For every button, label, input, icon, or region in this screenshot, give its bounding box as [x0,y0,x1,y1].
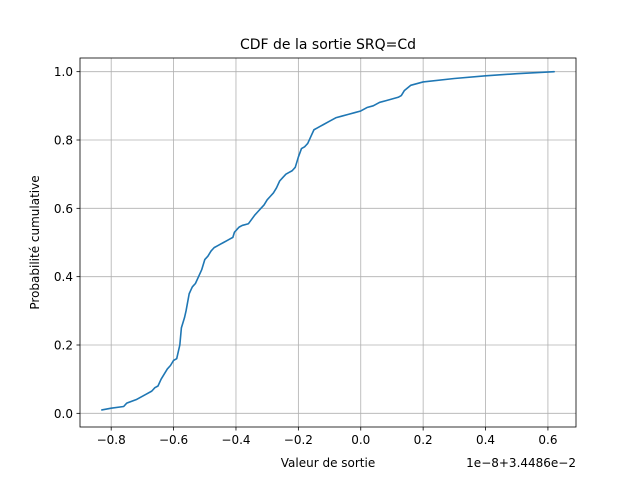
x-tick-label: 0.4 [476,433,495,447]
y-axis-label: Probabilité cumulative [28,175,42,309]
y-tick-label: 0.6 [54,202,73,216]
y-tick-label: 0.0 [54,407,73,421]
x-tick-label: −0.8 [97,433,126,447]
y-tick-label: 0.8 [54,134,73,148]
series-layer [101,70,555,411]
x-tick-label: −0.6 [159,433,188,447]
y-tick-label: 0.2 [54,339,73,353]
plot-frame [79,57,577,428]
x-tick-label: 0.0 [351,433,370,447]
x-tick-label: 0.2 [414,433,433,447]
x-tick-label: −0.2 [284,433,313,447]
x-tick-label: −0.4 [221,433,250,447]
x-axis-ticks: −0.8 −0.6 −0.4 −0.2 0.0 0.2 0.4 0.6 [97,427,557,447]
y-tick-label: 1.0 [54,65,73,79]
cdf-line [101,70,555,411]
chart-title: CDF de la sortie SRQ=Cd [240,37,416,53]
x-axis-offset-text: 1e−8+3.4486e−2 [466,456,576,470]
y-tick-label: 0.4 [54,270,73,284]
x-axis-label: Valeur de sortie [281,456,375,470]
y-axis-ticks: 0.0 0.2 0.4 0.6 0.8 1.0 [54,65,80,421]
x-tick-label: 0.6 [538,433,557,447]
plot-area [80,58,576,427]
grid [80,58,576,427]
